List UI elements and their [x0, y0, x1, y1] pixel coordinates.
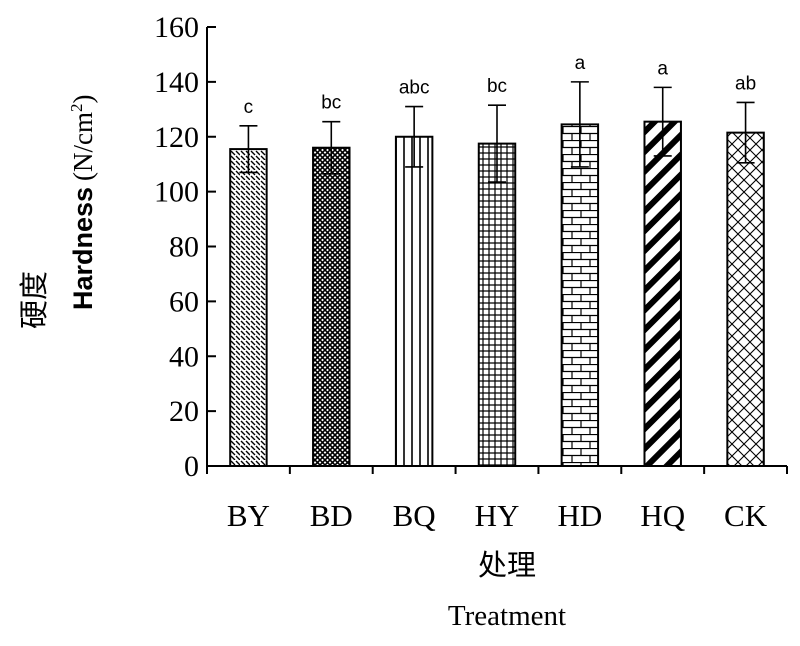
x-axis-label-cn: 处理: [478, 548, 536, 582]
category-label-ck: CK: [724, 498, 768, 533]
error-bar-hq: [653, 86, 672, 157]
error-bar-ck: [736, 101, 755, 164]
category-label-bd: BD: [310, 498, 353, 533]
y-tick-label: 140: [154, 66, 199, 99]
y-axis-title: Hardness (N/cm2): [67, 94, 98, 310]
y-tick-label: 160: [154, 11, 199, 44]
significance-label-ck: ab: [735, 73, 756, 94]
significance-label-hq: a: [657, 58, 668, 79]
y-ticks: 0 20 40 60 80 100 120 140 160: [154, 11, 216, 483]
significance-label-by: c: [244, 97, 254, 118]
significance-label-hy: bc: [487, 76, 507, 97]
bar-bq: [394, 135, 434, 467]
y-tick-label: 120: [154, 121, 199, 154]
y-axis-title-unit: (N/cm: [68, 112, 98, 181]
bar-hq: [643, 120, 682, 468]
y-tick-label: 40: [169, 340, 199, 373]
category-label-hd: HD: [557, 498, 602, 533]
x-ticks: [206, 466, 788, 474]
significance-label-bd: bc: [321, 93, 341, 114]
bar-ck: [726, 131, 765, 467]
error-bar-bd: [322, 120, 341, 175]
error-bars: [239, 81, 755, 183]
category-label-hy: HY: [475, 498, 520, 533]
y-tick-label: 60: [169, 285, 199, 318]
bar-bd: [312, 146, 351, 467]
y-tick-label: 0: [184, 450, 199, 483]
y-axis-label: 硬度: [17, 271, 51, 329]
y-tick-label: 100: [154, 176, 199, 209]
bar-by: [229, 148, 268, 468]
y-axis-title-text: Hardness (N/cm2): [67, 94, 98, 310]
error-bar-bq: [405, 105, 424, 168]
y-axis-title-unit-sup: 2: [67, 103, 86, 112]
y-tick-label: 20: [169, 395, 199, 428]
error-bar-by: [239, 124, 258, 174]
category-label-bq: BQ: [393, 498, 436, 533]
bar-hd: [560, 123, 600, 467]
significance-labels: c bc abc bc a a ab: [244, 53, 756, 118]
error-bar-hy: [488, 104, 506, 183]
y-axis-title-en: Hardness: [68, 187, 98, 310]
category-label-by: BY: [227, 498, 270, 533]
category-labels: BY BD BQ HY HD HQ CK: [227, 498, 768, 533]
category-label-hq: HQ: [640, 498, 685, 533]
significance-label-bq: abc: [399, 78, 430, 99]
x-axis-label-en: Treatment: [448, 600, 566, 632]
y-axis-label-cn: 硬度: [17, 271, 51, 329]
y-tick-label: 80: [169, 231, 199, 264]
error-bar-hd: [570, 81, 589, 168]
bar-hy: [477, 142, 517, 467]
y-axis-title-unit-close: ): [68, 94, 98, 103]
significance-label-hd: a: [575, 53, 586, 74]
